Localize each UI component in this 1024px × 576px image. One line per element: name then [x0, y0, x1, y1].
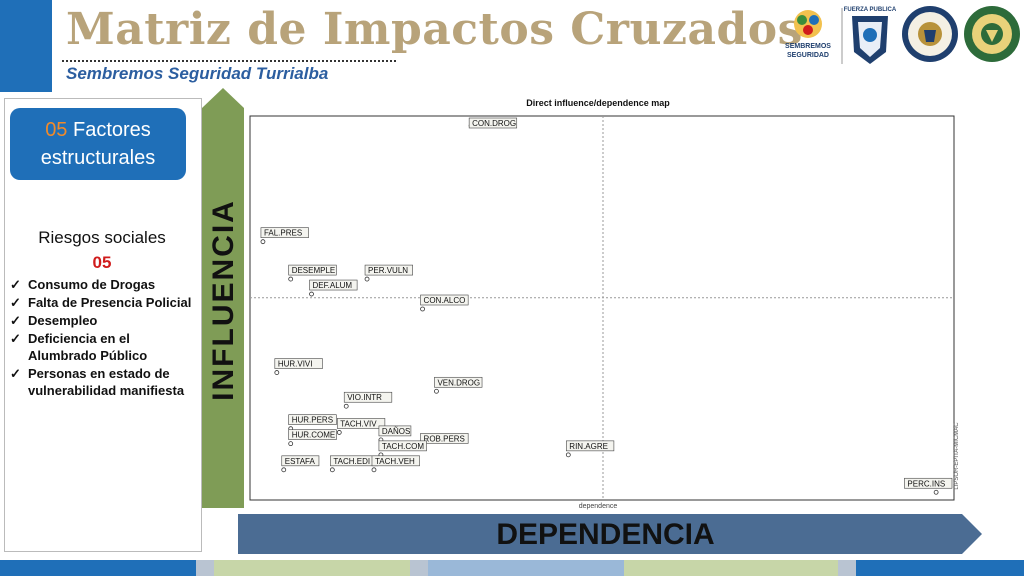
point-label: RIN.AGRE — [569, 442, 608, 451]
checkmark-icon: ✓ — [10, 366, 21, 381]
data-point — [371, 467, 377, 473]
point-label: VEN.DROG — [437, 378, 480, 387]
data-point — [260, 239, 266, 245]
checkmark-icon: ✓ — [10, 313, 21, 328]
data-point — [336, 430, 342, 435]
point-label: TACH.VIV — [340, 419, 377, 428]
point-label-box — [378, 425, 412, 437]
dependence-arrow — [238, 514, 982, 554]
factor-label: Factores estructurales — [40, 119, 156, 169]
point-label: PERC.INS — [907, 479, 945, 488]
point-label-box — [288, 264, 337, 276]
point-label: HUR.COME — [292, 431, 336, 440]
point-label-box — [420, 294, 469, 306]
point-label-box — [274, 358, 323, 369]
data-point — [343, 403, 349, 409]
checkmark-icon: ✓ — [10, 331, 21, 346]
factor-count: 05 — [45, 119, 68, 141]
point-label: TACH.EDI — [333, 457, 370, 466]
us-embassy-seal — [902, 6, 958, 62]
point-label-box — [309, 279, 358, 291]
point-label: HUR.PERS — [292, 416, 333, 425]
data-point — [933, 489, 939, 495]
point-label: CON.ALCO — [424, 296, 466, 305]
footer-color-bar — [0, 560, 1024, 576]
fuerza-publica-logo: FUERZA PUBLICA — [844, 7, 897, 64]
checkmark-icon: ✓ — [10, 277, 21, 292]
point-label: DEF.ALUM — [313, 281, 353, 290]
data-point — [281, 467, 287, 473]
point-label-box — [371, 455, 420, 467]
influence-arrow — [202, 88, 244, 508]
page-subtitle: Sembremos Seguridad Turrialba — [66, 64, 329, 83]
point-label: ESTAFA — [285, 457, 316, 466]
point-label-box — [364, 264, 413, 276]
list-item: ✓ Consumo de Drogas — [10, 277, 156, 292]
risk-list: ✓ Consumo de Drogas ✓ Falta de Presencia P… — [8, 276, 198, 400]
point-label: HUR.VIVI — [278, 360, 313, 369]
title-divider — [62, 60, 396, 62]
data-point — [309, 291, 314, 297]
data-point — [364, 276, 370, 282]
structural-factors-badge: 05 Factores estructurales — [10, 108, 186, 180]
data-point — [274, 370, 280, 375]
point-label-box — [468, 117, 518, 129]
point-label: DAÑOS — [382, 427, 410, 436]
svg-text:FUERZA PUBLICA: FUERZA PUBLICA — [844, 7, 897, 13]
point-label-box — [565, 440, 615, 452]
x-axis-label: dependence — [579, 503, 618, 510]
policia-logo — [964, 6, 1020, 62]
point-label-box — [281, 455, 320, 467]
point-label-box — [434, 376, 483, 388]
partner-logos: SEMBREMOS SEGURIDAD FUERZA PUBLICA — [785, 6, 1020, 64]
point-label: TACH.COM — [382, 442, 424, 451]
point-label: VIO.INTR — [347, 393, 382, 402]
data-point — [434, 388, 439, 394]
influence-axis-label: INFLUENCIA — [207, 199, 240, 401]
list-item: ✓ Desempleo — [10, 313, 98, 328]
point-label-box — [288, 429, 337, 440]
list-item: ✓ Deficiencia en el Alumbrado Público — [10, 331, 148, 363]
checkmark-icon: ✓ — [10, 295, 21, 310]
svg-text:SEGURIDAD: SEGURIDAD — [787, 52, 829, 59]
page-title: Matriz de Impactos Cruzados — [66, 4, 803, 55]
point-label: DESEMPLE — [292, 266, 336, 275]
data-point — [565, 452, 571, 458]
point-label: TACH.VEH — [375, 457, 415, 466]
sembremos-seguridad-logo: SEMBREMOS SEGURIDAD — [785, 10, 831, 59]
data-point — [288, 276, 294, 282]
risk-count: 05 — [92, 253, 112, 272]
point-label-box — [378, 440, 427, 452]
point-label-box — [260, 227, 309, 238]
chart-title: Direct influence/dependence map — [526, 98, 670, 108]
point-label-box — [420, 433, 469, 444]
data-point — [288, 441, 294, 447]
point-label-box — [343, 391, 393, 403]
plot-frame — [249, 115, 955, 501]
point-label: ROB.PERS — [424, 434, 465, 443]
svg-text:SEMBREMOS: SEMBREMOS — [785, 43, 831, 50]
header-accent-bar — [0, 0, 52, 92]
dependence-axis-label: DEPENDENCIA — [496, 518, 715, 551]
data-point — [329, 467, 335, 473]
point-label: FAL.PRES — [264, 229, 302, 238]
influence-dependence-chart: Direct influence/dependence map CON.DROG… — [249, 98, 960, 510]
point-label-box — [288, 414, 337, 425]
chart-watermark: LIPSOR-EPITA-MICMAC — [954, 422, 960, 490]
point-label-box — [904, 477, 953, 489]
risk-section-title: Riesgos sociales — [38, 228, 166, 247]
point-label-box — [336, 418, 386, 429]
point-label: CON.DROG — [472, 119, 516, 128]
list-item: ✓ Falta de Presencia Policial — [10, 295, 192, 310]
data-point — [420, 306, 425, 312]
list-item: ✓ Personas en estado de vulnerabilidad ma… — [10, 366, 185, 398]
point-label: PER.VULN — [368, 266, 408, 275]
